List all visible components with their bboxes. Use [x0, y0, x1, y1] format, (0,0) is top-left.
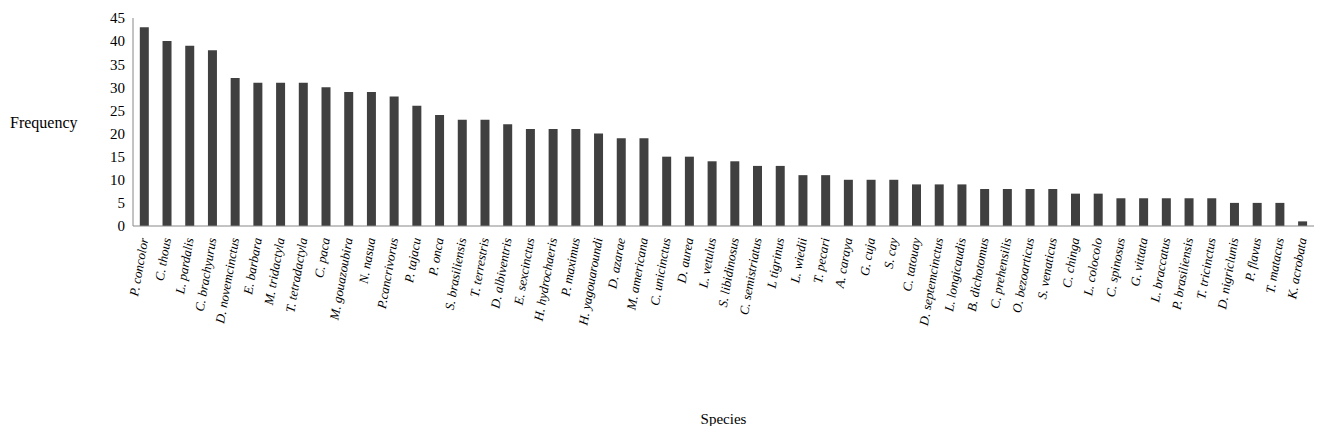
svg-text:25: 25 — [110, 103, 125, 119]
svg-text:D. azarae: D. azarae — [604, 236, 628, 290]
svg-text:L tigrinus: L tigrinus — [763, 237, 787, 291]
svg-text:C. semistriatus: C. semistriatus — [736, 237, 764, 316]
svg-text:L. braccatus: L. braccatus — [1147, 237, 1173, 305]
svg-text:M. gouazoubira: M. gouazoubira — [326, 236, 355, 322]
svg-text:S. cay: S. cay — [881, 236, 901, 269]
svg-text:T. terrestris: T. terrestris — [467, 237, 492, 299]
svg-text:C. tatouay: C. tatouay — [899, 236, 923, 292]
svg-text:E. barbara: E. barbara — [240, 236, 265, 296]
svg-text:P. flavus: P. flavus — [1242, 237, 1265, 284]
svg-text:T. tricinctus: T. tricinctus — [1193, 237, 1219, 301]
svg-text:10: 10 — [110, 172, 125, 188]
svg-text:T. tetradactyla: T. tetradactyla — [282, 236, 310, 314]
svg-text:35: 35 — [110, 57, 125, 73]
svg-text:L. colocolo: L. colocolo — [1080, 236, 1105, 298]
svg-text:P. tajacu: P. tajacu — [401, 236, 424, 285]
svg-text:S. libidinosus: S. libidinosus — [715, 237, 742, 309]
svg-text:T. matacus: T. matacus — [1262, 237, 1287, 295]
svg-text:L. wiedii: L. wiedii — [787, 236, 810, 285]
svg-text:P. onca: P. onca — [425, 236, 447, 278]
svg-text:Frequency: Frequency — [10, 114, 78, 132]
svg-text:L. vetulus: L. vetulus — [695, 237, 719, 290]
svg-text:L. longicaudis: L. longicaudis — [941, 236, 969, 313]
svg-text:20: 20 — [110, 126, 125, 142]
svg-text:O. bezoarticus: O. bezoarticus — [1009, 237, 1037, 314]
svg-text:A. caraya: A. caraya — [832, 236, 856, 290]
svg-text:S. venaticus: S. venaticus — [1034, 237, 1060, 301]
svg-text:S. brasiliensis: S. brasiliensis — [442, 237, 469, 311]
svg-text:M. tridactyla: M. tridactyla — [261, 236, 288, 307]
svg-text:M. americana: M. americana — [623, 236, 651, 311]
svg-text:H. hydrochaeris: H. hydrochaeris — [531, 237, 561, 323]
svg-text:15: 15 — [110, 149, 125, 165]
svg-text:C. thous: C. thous — [152, 237, 174, 282]
svg-text:45: 45 — [110, 10, 125, 26]
svg-text:T. pecari: T. pecari — [810, 236, 833, 284]
svg-text:C. spinosus: C. spinosus — [1103, 237, 1128, 299]
svg-text:5: 5 — [118, 195, 126, 211]
svg-text:D. aurea: D. aurea — [673, 236, 696, 285]
svg-text:P.cancrivorus: P.cancrivorus — [374, 237, 401, 311]
svg-text:L. pardalis: L. pardalis — [172, 237, 197, 296]
svg-text:P. maximus: P. maximus — [558, 237, 583, 299]
svg-text:40: 40 — [110, 33, 125, 49]
svg-text:G. cuja: G. cuja — [857, 236, 879, 277]
svg-text:D. albiventris: D. albiventris — [487, 236, 515, 310]
svg-text:Species: Species — [701, 411, 747, 426]
svg-text:B. dichotomus: B. dichotomus — [963, 236, 992, 313]
svg-text:C. brachyurus: C. brachyurus — [191, 236, 220, 313]
svg-text:P. concolor: P. concolor — [126, 236, 151, 299]
svg-text:C. unicinctus: C. unicinctus — [647, 237, 674, 307]
svg-text:K. acrobata: K. acrobata — [1284, 236, 1310, 301]
svg-text:E. sexcinctus: E. sexcinctus — [511, 237, 538, 307]
svg-text:C. paca: C. paca — [311, 236, 333, 279]
svg-text:D. septemcinctus: D. septemcinctus — [916, 237, 946, 328]
svg-text:30: 30 — [110, 80, 125, 96]
svg-text:P. brasiliensis: P. brasiliensis — [1168, 237, 1196, 312]
svg-text:G. vittata: G. vittata — [1127, 236, 1150, 287]
svg-text:D. novemcinctus: D. novemcinctus — [212, 237, 242, 326]
svg-text:C. prehensilis: C. prehensilis — [987, 237, 1014, 310]
svg-text:N. nasua: N. nasua — [355, 236, 378, 286]
svg-text:0: 0 — [118, 218, 126, 234]
svg-text:H. yagouaroundi: H. yagouaroundi — [575, 236, 605, 327]
svg-text:D. nigriclunis: D. nigriclunis — [1214, 237, 1241, 312]
svg-text:C. chinga: C. chinga — [1059, 236, 1083, 289]
